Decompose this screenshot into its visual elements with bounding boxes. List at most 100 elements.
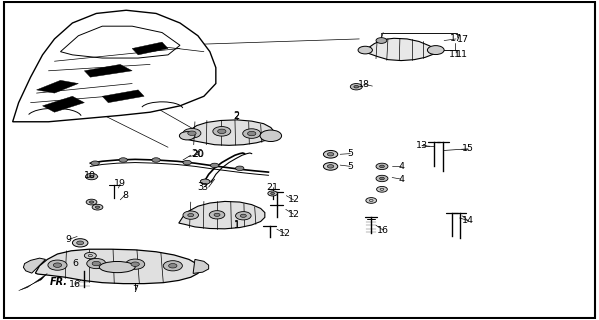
Circle shape: [95, 206, 99, 208]
Circle shape: [187, 131, 196, 135]
Text: 5: 5: [347, 149, 353, 158]
Text: 11: 11: [456, 50, 468, 59]
Circle shape: [366, 197, 377, 203]
Circle shape: [240, 214, 246, 217]
Text: 20: 20: [192, 150, 204, 159]
Text: 9: 9: [65, 235, 71, 244]
Circle shape: [164, 261, 182, 271]
Text: 14: 14: [462, 216, 474, 225]
Text: 8: 8: [122, 190, 128, 200]
Circle shape: [183, 128, 201, 138]
Circle shape: [213, 126, 231, 136]
Text: 12: 12: [288, 195, 300, 204]
Text: 19: 19: [114, 180, 126, 188]
Circle shape: [210, 163, 219, 168]
Circle shape: [323, 150, 338, 158]
Circle shape: [126, 259, 145, 269]
Circle shape: [179, 132, 195, 140]
Text: 15: 15: [462, 144, 474, 153]
Circle shape: [243, 129, 261, 138]
Circle shape: [327, 165, 334, 168]
Circle shape: [86, 173, 98, 180]
Circle shape: [354, 85, 359, 88]
Circle shape: [376, 38, 387, 44]
Polygon shape: [84, 64, 132, 77]
Circle shape: [72, 239, 88, 247]
Text: 16: 16: [69, 280, 81, 289]
Text: 5: 5: [347, 162, 353, 171]
Circle shape: [92, 204, 103, 210]
Polygon shape: [23, 258, 46, 273]
Text: 17: 17: [457, 35, 469, 44]
Text: 17: 17: [450, 35, 462, 44]
Text: 1: 1: [234, 221, 240, 230]
Circle shape: [200, 179, 210, 184]
Circle shape: [428, 46, 444, 54]
Circle shape: [86, 199, 97, 205]
Circle shape: [380, 177, 385, 180]
Circle shape: [377, 187, 388, 192]
Circle shape: [235, 166, 244, 171]
Text: 1: 1: [234, 220, 240, 230]
Text: 12: 12: [279, 229, 291, 238]
Circle shape: [48, 260, 67, 270]
Circle shape: [268, 191, 277, 196]
Polygon shape: [183, 120, 274, 145]
Text: 2: 2: [234, 113, 240, 122]
Circle shape: [376, 163, 388, 170]
Polygon shape: [102, 90, 144, 103]
Text: 13: 13: [416, 141, 428, 150]
Circle shape: [358, 46, 373, 54]
Polygon shape: [37, 80, 78, 93]
Text: 4: 4: [398, 162, 404, 171]
Text: 7: 7: [132, 284, 138, 293]
Text: 6: 6: [72, 259, 78, 268]
Text: 18: 18: [358, 80, 370, 89]
Circle shape: [323, 163, 338, 170]
Circle shape: [376, 175, 388, 182]
Circle shape: [183, 160, 191, 165]
Text: 21: 21: [267, 183, 279, 192]
Text: FR.: FR.: [50, 277, 68, 287]
Circle shape: [214, 213, 220, 216]
Ellipse shape: [99, 261, 135, 273]
Circle shape: [53, 263, 62, 268]
Circle shape: [77, 241, 84, 245]
Circle shape: [91, 161, 99, 165]
Circle shape: [187, 213, 193, 217]
Circle shape: [89, 175, 94, 178]
Circle shape: [260, 130, 282, 141]
Circle shape: [92, 261, 101, 266]
Circle shape: [200, 179, 210, 184]
Circle shape: [119, 158, 128, 162]
Text: 3: 3: [198, 182, 204, 192]
Text: 4: 4: [398, 175, 404, 184]
Circle shape: [217, 129, 226, 133]
Text: 11: 11: [449, 50, 461, 59]
Polygon shape: [19, 273, 47, 291]
Text: 3: 3: [201, 183, 207, 192]
Circle shape: [235, 212, 251, 220]
Circle shape: [209, 211, 225, 219]
Circle shape: [87, 259, 106, 269]
Circle shape: [380, 165, 385, 168]
Polygon shape: [43, 96, 84, 112]
Text: 12: 12: [288, 210, 300, 219]
Text: 20: 20: [192, 148, 204, 159]
Text: 2: 2: [234, 111, 240, 121]
Circle shape: [350, 84, 362, 90]
Circle shape: [271, 192, 274, 195]
Circle shape: [327, 153, 334, 156]
Circle shape: [89, 201, 93, 203]
Circle shape: [183, 211, 198, 219]
Circle shape: [169, 264, 177, 268]
Polygon shape: [179, 201, 265, 229]
Text: 16: 16: [377, 226, 389, 235]
Polygon shape: [365, 38, 435, 60]
Circle shape: [84, 252, 96, 259]
Polygon shape: [35, 249, 201, 284]
Text: 10: 10: [84, 172, 96, 180]
Polygon shape: [132, 42, 168, 55]
Polygon shape: [60, 26, 180, 58]
Circle shape: [131, 262, 140, 267]
